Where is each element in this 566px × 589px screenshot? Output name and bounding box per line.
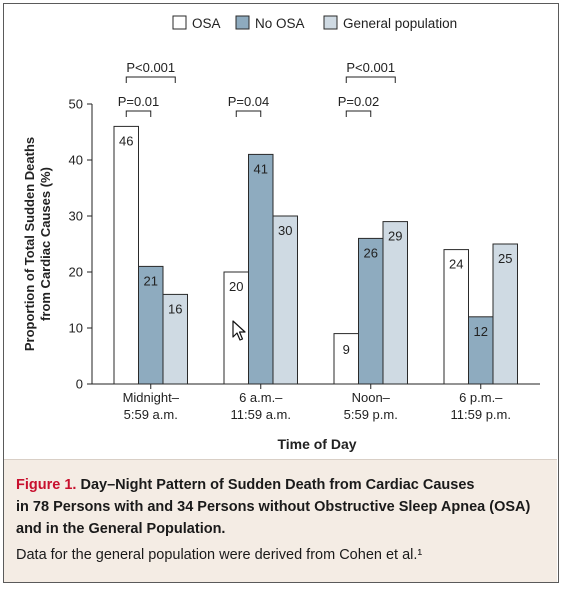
bar-value-label: 21 xyxy=(144,273,158,288)
bar-no-osa xyxy=(248,153,274,385)
bar-general-population xyxy=(162,293,188,385)
p-value-label: P<0.001 xyxy=(126,60,175,75)
bar-general-population xyxy=(272,215,298,385)
x-tick-label-line-2: 5:59 a.m. xyxy=(124,407,178,422)
significance-bracket xyxy=(125,76,176,83)
bar-value-label: 12 xyxy=(474,324,488,339)
y-tick-label: 50 xyxy=(69,97,83,112)
bar-osa xyxy=(113,125,139,385)
bar-no-osa xyxy=(468,316,494,385)
significance-bracket xyxy=(345,110,372,117)
legend-swatch xyxy=(172,15,187,30)
y-tick-label: 30 xyxy=(69,209,83,224)
x-tick-label-line-1: 6 a.m.– xyxy=(239,390,283,405)
figure-caption: Figure 1. Day–Night Pattern of Sudden De… xyxy=(4,459,557,582)
significance-bracket xyxy=(235,110,262,117)
caption-title-line-3: and in the General Population. xyxy=(16,521,226,537)
bar-no-osa xyxy=(358,237,384,385)
bar-value-label: 26 xyxy=(364,245,378,260)
bar-value-label: 20 xyxy=(229,279,243,294)
x-tick-label-line-1: Midnight– xyxy=(123,390,180,405)
caption-note: Data for the general population were der… xyxy=(16,547,423,563)
bar-value-label: 25 xyxy=(498,251,512,266)
legend-swatch xyxy=(235,15,250,30)
significance-bracket xyxy=(125,110,152,117)
y-axis-title-line-2: from Cardiac Causes (%) xyxy=(38,167,53,321)
bar-value-label: 41 xyxy=(254,161,268,176)
caption-title-line-2: in 78 Persons with and 34 Persons withou… xyxy=(16,499,531,515)
bar-value-label: 9 xyxy=(343,342,350,357)
y-tick-label: 20 xyxy=(69,265,83,280)
bar-value-label: 29 xyxy=(388,229,402,244)
caption-title: Figure 1. Day–Night Pattern of Sudden De… xyxy=(16,474,545,496)
bar-value-label: 30 xyxy=(278,223,292,238)
legend-label: No OSA xyxy=(255,16,305,31)
y-tick-label: 10 xyxy=(69,321,83,336)
bar-general-population xyxy=(492,243,518,385)
bar-value-label: 24 xyxy=(449,257,463,272)
p-value-label: P<0.001 xyxy=(346,60,395,75)
significance-bracket xyxy=(345,76,396,83)
y-axis-title-line-1: Proportion of Total Sudden Deaths xyxy=(22,137,37,351)
y-tick-label: 0 xyxy=(76,377,83,392)
x-tick-label-line-2: 11:59 a.m. xyxy=(231,407,291,422)
bar-general-population xyxy=(382,221,408,385)
p-value-label: P=0.01 xyxy=(118,94,160,109)
legend-label: OSA xyxy=(192,16,221,31)
x-tick-label-line-2: 11:59 p.m. xyxy=(451,407,511,422)
caption-title-line-1: Day–Night Pattern of Sudden Death from C… xyxy=(76,477,475,493)
p-value-label: P=0.04 xyxy=(228,94,270,109)
x-axis-title: Time of Day xyxy=(277,436,356,452)
legend-label: General population xyxy=(343,16,457,31)
p-value-label: P=0.02 xyxy=(338,94,380,109)
x-tick-label-line-1: Noon– xyxy=(352,390,391,405)
bar-value-label: 16 xyxy=(168,301,182,316)
legend-swatch xyxy=(323,15,338,30)
y-tick-label: 40 xyxy=(69,153,83,168)
bar-value-label: 46 xyxy=(119,133,133,148)
mouse-pointer-icon xyxy=(232,320,246,341)
x-tick-label-line-1: 6 p.m.– xyxy=(459,390,503,405)
x-tick-label-line-2: 5:59 p.m. xyxy=(344,407,398,422)
bar-chart: 0 10 20 30 40 50 Proportion of Total Sudden De… xyxy=(22,15,540,452)
figure-label: Figure 1. xyxy=(16,477,77,493)
